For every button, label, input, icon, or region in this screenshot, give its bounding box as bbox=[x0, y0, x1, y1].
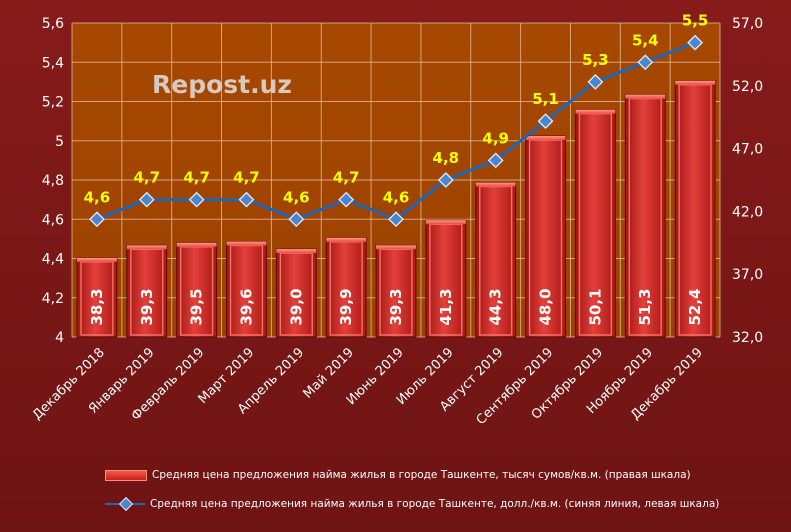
bar-value-label: 48,0 bbox=[537, 288, 555, 325]
bar-value-label: 39,5 bbox=[188, 288, 206, 325]
point-value-label: 4,7 bbox=[233, 169, 260, 187]
bar: 41,3 bbox=[425, 219, 467, 338]
point-value-label: 4,7 bbox=[183, 169, 210, 187]
point-value-label: 5,5 bbox=[682, 12, 709, 30]
left-axis: 4 4,2 4,4 4,6 4,8 5 5,2 5,4 5,6 bbox=[42, 16, 64, 346]
point-value-label: 5,1 bbox=[532, 90, 559, 108]
left-tick-label: 5,4 bbox=[42, 55, 64, 71]
line-point bbox=[437, 172, 454, 188]
bar: 39,3 bbox=[375, 244, 417, 338]
legend-item-bars: Средняя цена предложения найма жилья в г… bbox=[105, 465, 691, 485]
bar: 50,1 bbox=[574, 109, 616, 338]
bar-value-label: 39,0 bbox=[287, 288, 305, 325]
point-value-label: 4,9 bbox=[482, 129, 509, 147]
left-tick-label: 4,8 bbox=[42, 173, 64, 189]
point-value-label: 4,6 bbox=[383, 188, 410, 206]
left-tick-label: 4 bbox=[55, 330, 64, 346]
right-tick-label: 32,0 bbox=[732, 330, 763, 346]
line-point bbox=[587, 73, 604, 90]
legend: Средняя цена предложения найма жилья в г… bbox=[60, 452, 732, 526]
combo-chart: 4 4,2 4,4 4,6 4,8 5 5,2 5,4 5,6 32,0 37,0 42,0 47,0… bbox=[30, 12, 763, 428]
bar: 39,6 bbox=[226, 241, 267, 338]
watermark-text: Repost.uz bbox=[152, 70, 292, 99]
bar: 44,3 bbox=[475, 182, 517, 338]
left-tick-label: 5 bbox=[55, 134, 64, 150]
line-point bbox=[388, 211, 404, 228]
right-tick-label: 42,0 bbox=[732, 204, 763, 220]
right-tick-label: 47,0 bbox=[732, 142, 763, 158]
bar: 39,3 bbox=[126, 244, 168, 338]
bar-value-label: 38,3 bbox=[88, 288, 106, 325]
right-tick-label: 52,0 bbox=[732, 79, 763, 95]
point-value-label: 5,3 bbox=[582, 51, 609, 69]
line-point bbox=[89, 211, 105, 228]
legend-bar-swatch bbox=[105, 469, 147, 481]
line-point bbox=[138, 191, 155, 208]
bar: 39,9 bbox=[325, 237, 367, 338]
bar-value-label: 51,3 bbox=[636, 288, 654, 325]
bar-value-label: 41,3 bbox=[437, 288, 455, 325]
bar-value-label: 39,6 bbox=[237, 288, 255, 325]
bar-value-label: 52,4 bbox=[686, 288, 704, 325]
line-point bbox=[487, 152, 504, 169]
bar-value-label: 50,1 bbox=[586, 288, 604, 325]
legend-label-bars: Средняя цена предложения найма жилья в г… bbox=[152, 469, 691, 481]
bar: 51,3 bbox=[624, 94, 666, 338]
line-point bbox=[637, 54, 654, 71]
bar-value-label: 39,9 bbox=[337, 288, 355, 325]
point-value-label: 4,7 bbox=[133, 169, 160, 187]
bar-value-label: 39,3 bbox=[138, 288, 156, 325]
line-point bbox=[238, 191, 255, 208]
right-tick-label: 57,0 bbox=[732, 16, 763, 32]
legend-line-swatch bbox=[105, 496, 145, 512]
point-value-label: 4,8 bbox=[433, 149, 460, 167]
bar: 38,3 bbox=[76, 257, 118, 338]
line-point bbox=[338, 191, 355, 208]
right-tick-label: 37,0 bbox=[732, 267, 763, 283]
line-point bbox=[537, 113, 554, 130]
bar-value-label: 44,3 bbox=[487, 288, 505, 325]
line-point bbox=[288, 211, 305, 228]
left-tick-label: 5,2 bbox=[42, 95, 64, 111]
left-tick-label: 5,6 bbox=[42, 16, 64, 32]
point-value-label: 5,4 bbox=[632, 31, 659, 49]
point-value-label: 4,6 bbox=[283, 188, 310, 206]
bar: 39,0 bbox=[275, 248, 317, 338]
legend-item-line: Средняя цена предложения найма жилья в г… bbox=[105, 494, 719, 514]
line-point bbox=[687, 34, 703, 51]
left-tick-label: 4,4 bbox=[42, 252, 64, 268]
point-value-label: 4,6 bbox=[84, 188, 111, 206]
bar: 48,0 bbox=[525, 135, 566, 338]
bar: 39,5 bbox=[176, 242, 218, 338]
line-point bbox=[188, 191, 205, 208]
right-axis: 32,0 37,0 42,0 47,0 52,0 57,0 bbox=[732, 16, 763, 346]
left-tick-label: 4,2 bbox=[42, 291, 64, 307]
bar-value-label: 39,3 bbox=[387, 288, 405, 325]
point-value-label: 4,7 bbox=[333, 169, 360, 187]
line-series: 4,6 4,7 4,7 4,7 4,6 4,7 4,6 4,8 4,9 5,1 5,3 5,4 5,5 bbox=[84, 12, 709, 228]
bars: 38,3 39,3 39,5 39,6 39,0 39,9 39,3 41,3 44,3 48,0… bbox=[76, 80, 716, 338]
left-tick-label: 4,6 bbox=[42, 212, 64, 228]
bar: 52,4 bbox=[674, 80, 716, 338]
legend-label-line: Средняя цена предложения найма жилья в г… bbox=[150, 498, 720, 510]
